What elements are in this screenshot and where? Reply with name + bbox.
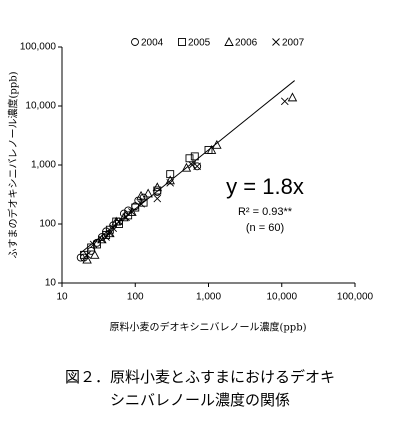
point [90,249,100,259]
equation: y = 1.8x [226,174,304,199]
point [137,199,145,208]
legend-label: 2006 [235,38,258,49]
point [190,152,199,161]
point [136,190,146,200]
caption-line: 図２．原料小麦とふすまにおけるデオキ [65,368,335,386]
y-axis-label: ふすまのデオキシニバレノール濃度(ppb) [7,71,20,258]
point [280,97,289,106]
point [87,243,96,252]
point [206,144,217,154]
point [212,139,222,149]
point [89,240,98,249]
point [188,161,197,169]
legend-label: 2004 [141,38,164,49]
point [166,178,175,187]
y-tick-label: 10 [45,278,57,289]
legend-marker [272,38,280,46]
point [105,228,115,238]
point [143,188,153,198]
x-tick-label: 10,000 [266,292,297,303]
legend-marker [131,38,139,46]
x-tick-label: 1,000 [196,292,221,303]
legend-label: 2007 [282,38,305,49]
point [83,251,91,259]
x-tick-label: 10 [56,292,68,303]
point [193,162,201,171]
legend-marker [224,37,234,46]
x-axis-label: 原料小麦のデオキシニバレノール濃度(ppb) [109,321,306,334]
x-tick-label: 100,000 [337,292,374,303]
y-tick-label: 1,000 [31,160,56,171]
point [82,254,92,264]
point [115,217,123,226]
y-tick-label: 10,000 [25,101,56,112]
x-tick-label: 100 [127,292,144,303]
legend-label: 2005 [188,38,211,49]
point [185,154,194,163]
caption-line: シニバレノール濃度の関係 [110,391,290,409]
r-squared: R² = 0.93** [238,206,293,218]
y-tick-label: 100 [39,219,56,230]
point [128,208,136,216]
point [153,194,162,203]
point [287,92,298,102]
point [181,162,192,172]
point [166,170,175,179]
point [152,182,163,192]
point [115,220,123,228]
point [106,229,114,237]
point [127,207,137,216]
y-tick-label: 100,000 [20,42,57,53]
point [139,193,148,202]
point [165,175,175,185]
point [98,235,106,244]
legend-marker [178,38,186,46]
point [109,224,118,232]
sample-size: (n = 60) [246,222,284,234]
